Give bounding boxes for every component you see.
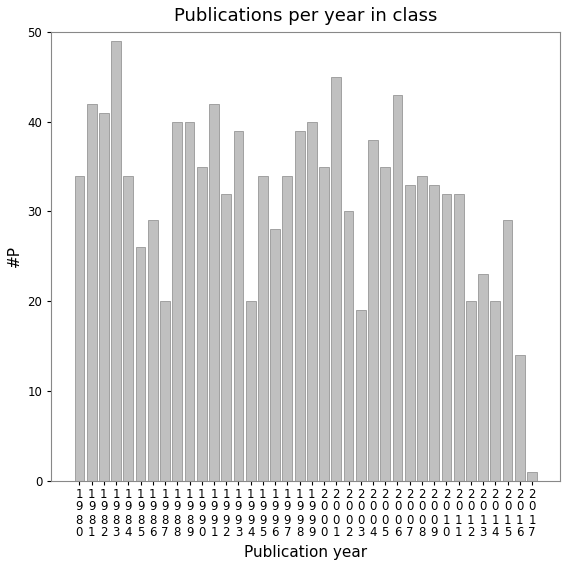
Bar [527,472,537,481]
Bar [295,131,304,481]
Title: Publications per year in class: Publications per year in class [174,7,437,25]
Bar [246,301,256,481]
Bar [454,193,464,481]
Bar [332,77,341,481]
Bar [87,104,96,481]
Bar [258,176,268,481]
Bar [99,113,109,481]
Bar [478,274,488,481]
Bar [124,176,133,481]
Bar [356,310,366,481]
Bar [319,167,329,481]
Bar [405,184,414,481]
Bar [515,355,524,481]
Bar [234,131,243,481]
Bar [392,95,403,481]
Bar [490,301,500,481]
Bar [160,301,170,481]
Bar [221,193,231,481]
Bar [380,167,390,481]
Bar [270,230,280,481]
Bar [185,122,194,481]
Bar [111,41,121,481]
Bar [429,184,439,481]
X-axis label: Publication year: Publication year [244,545,367,560]
Y-axis label: #P: #P [7,246,22,267]
Bar [209,104,219,481]
Bar [368,139,378,481]
Bar [307,122,317,481]
Bar [466,301,476,481]
Bar [148,221,158,481]
Bar [197,167,206,481]
Bar [172,122,182,481]
Bar [503,221,513,481]
Bar [417,176,427,481]
Bar [74,176,84,481]
Bar [282,176,292,481]
Bar [136,247,146,481]
Bar [344,211,353,481]
Bar [442,193,451,481]
